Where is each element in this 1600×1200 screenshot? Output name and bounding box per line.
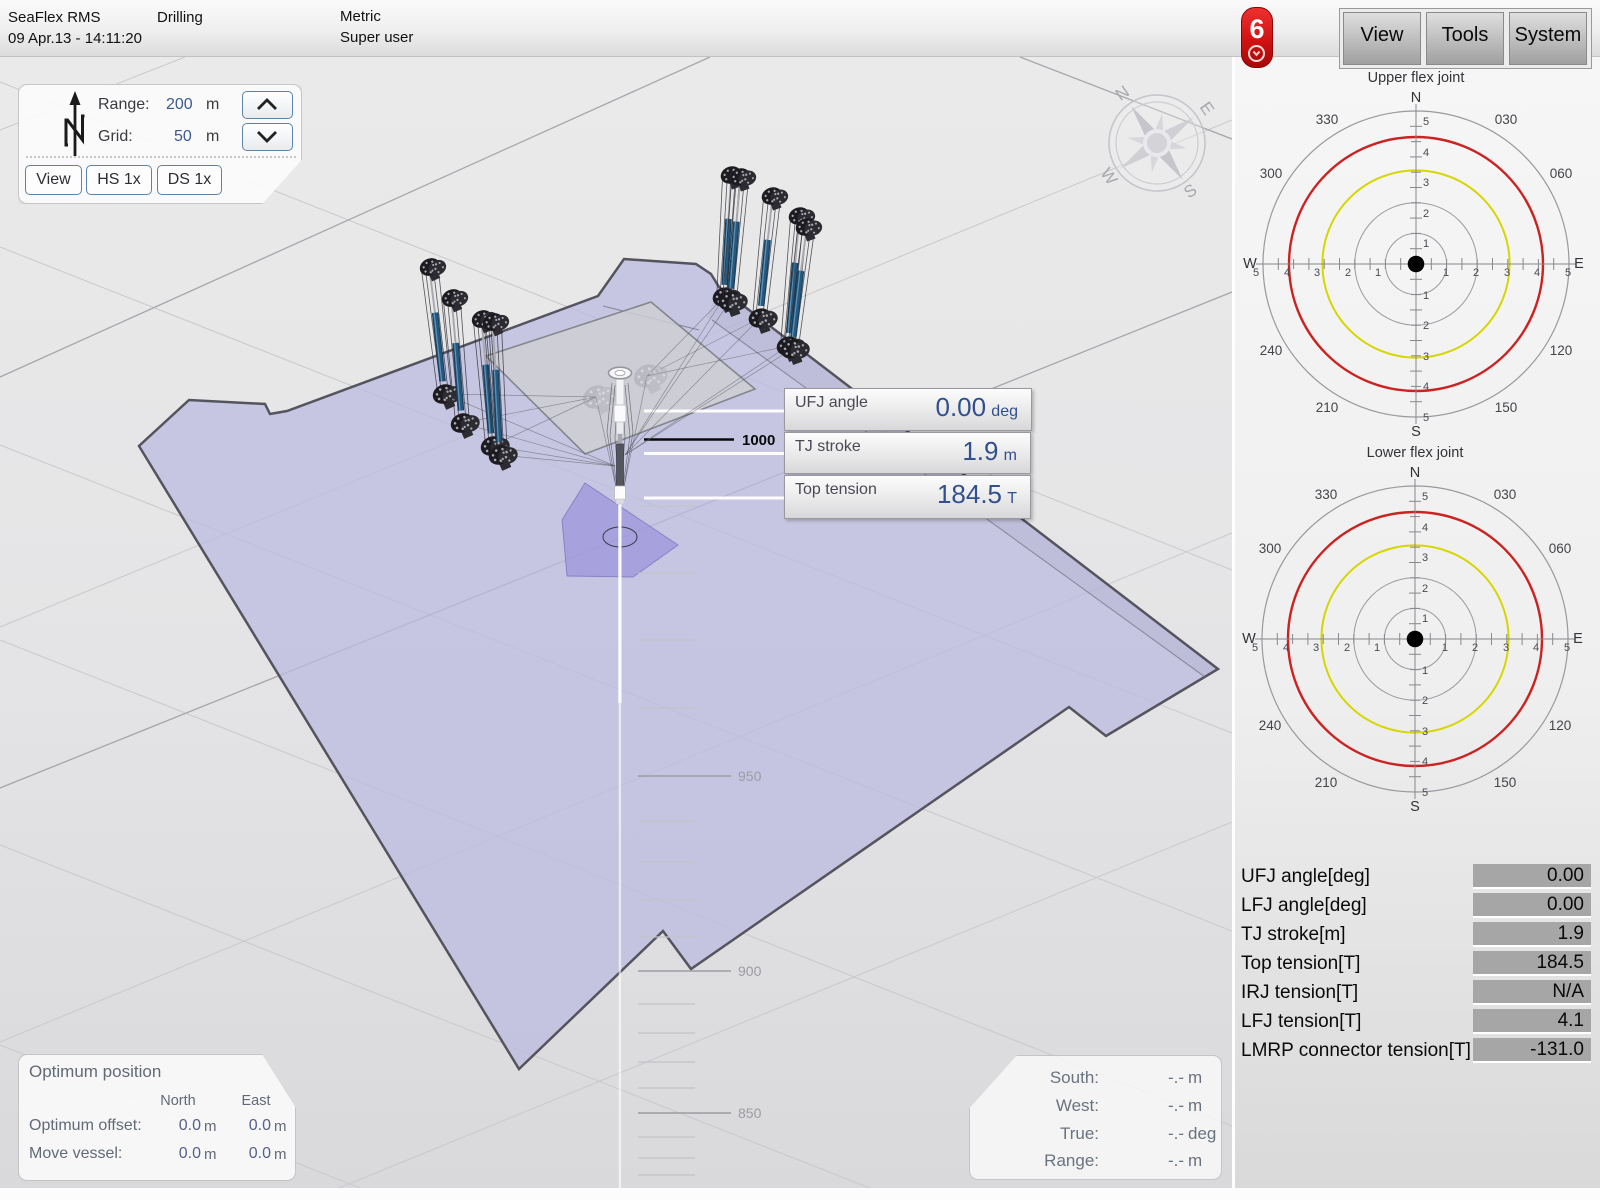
svg-text:1: 1 xyxy=(1443,267,1449,279)
svg-text:4: 4 xyxy=(1283,642,1289,654)
svg-text:N: N xyxy=(1410,465,1420,481)
svg-text:3: 3 xyxy=(1423,351,1429,363)
svg-text:1: 1 xyxy=(1423,238,1429,250)
svg-text:030: 030 xyxy=(1495,112,1518,127)
svg-text:4: 4 xyxy=(1534,267,1540,279)
svg-text:4: 4 xyxy=(1422,756,1428,768)
svg-text:E: E xyxy=(1574,256,1584,272)
svg-text:E: E xyxy=(1573,631,1583,647)
svg-text:S: S xyxy=(1411,424,1421,440)
svg-text:5: 5 xyxy=(1564,642,1570,654)
svg-text:W: W xyxy=(1242,631,1256,647)
svg-text:E: E xyxy=(1196,98,1218,118)
svg-text:2: 2 xyxy=(1344,642,1350,654)
svg-text:5: 5 xyxy=(1252,642,1258,654)
svg-text:210: 210 xyxy=(1315,775,1338,790)
svg-text:5: 5 xyxy=(1422,787,1428,799)
svg-text:950: 950 xyxy=(738,768,762,784)
svg-text:S: S xyxy=(1410,799,1420,815)
svg-text:2: 2 xyxy=(1422,583,1428,595)
svg-text:210: 210 xyxy=(1316,400,1339,415)
svg-text:4: 4 xyxy=(1423,147,1429,159)
svg-text:240: 240 xyxy=(1260,343,1283,358)
svg-text:3: 3 xyxy=(1422,552,1428,564)
svg-text:Upper flex joint: Upper flex joint xyxy=(1368,70,1465,86)
svg-text:330: 330 xyxy=(1315,487,1338,502)
svg-text:3: 3 xyxy=(1423,177,1429,189)
svg-text:060: 060 xyxy=(1549,541,1572,556)
svg-text:2: 2 xyxy=(1423,208,1429,220)
svg-text:060: 060 xyxy=(1550,166,1573,181)
svg-text:5: 5 xyxy=(1565,267,1571,279)
svg-text:300: 300 xyxy=(1260,166,1283,181)
svg-text:2: 2 xyxy=(1422,695,1428,707)
svg-text:4: 4 xyxy=(1422,522,1428,534)
svg-text:1000: 1000 xyxy=(742,432,775,449)
svg-text:4: 4 xyxy=(1533,642,1539,654)
svg-text:1: 1 xyxy=(1423,290,1429,302)
svg-text:5: 5 xyxy=(1253,267,1259,279)
svg-text:240: 240 xyxy=(1259,718,1282,733)
svg-text:850: 850 xyxy=(738,1105,762,1121)
svg-text:900: 900 xyxy=(738,963,762,979)
svg-text:1: 1 xyxy=(1442,642,1448,654)
svg-text:1: 1 xyxy=(1374,642,1380,654)
svg-text:120: 120 xyxy=(1550,343,1573,358)
svg-text:1: 1 xyxy=(1422,613,1428,625)
svg-text:120: 120 xyxy=(1549,718,1572,733)
svg-text:150: 150 xyxy=(1494,775,1517,790)
svg-text:4: 4 xyxy=(1284,267,1290,279)
svg-text:2: 2 xyxy=(1473,267,1479,279)
svg-text:3: 3 xyxy=(1422,726,1428,738)
svg-text:S: S xyxy=(1180,180,1200,202)
svg-text:2: 2 xyxy=(1423,320,1429,332)
svg-text:3: 3 xyxy=(1504,267,1510,279)
svg-text:N: N xyxy=(1411,90,1421,106)
svg-text:5: 5 xyxy=(1422,491,1428,503)
svg-text:N: N xyxy=(1112,82,1133,105)
svg-text:Lower flex joint: Lower flex joint xyxy=(1367,445,1464,461)
svg-text:3: 3 xyxy=(1503,642,1509,654)
svg-text:330: 330 xyxy=(1316,112,1339,127)
svg-text:1: 1 xyxy=(1375,267,1381,279)
svg-text:3: 3 xyxy=(1314,267,1320,279)
svg-text:5: 5 xyxy=(1423,116,1429,128)
svg-text:3: 3 xyxy=(1313,642,1319,654)
svg-text:2: 2 xyxy=(1345,267,1351,279)
svg-text:4: 4 xyxy=(1423,381,1429,393)
svg-text:150: 150 xyxy=(1495,400,1518,415)
svg-text:030: 030 xyxy=(1494,487,1517,502)
svg-text:1: 1 xyxy=(1422,665,1428,677)
svg-text:5: 5 xyxy=(1423,412,1429,424)
svg-text:W: W xyxy=(1243,256,1257,272)
svg-text:300: 300 xyxy=(1259,541,1282,556)
svg-text:2: 2 xyxy=(1472,642,1478,654)
